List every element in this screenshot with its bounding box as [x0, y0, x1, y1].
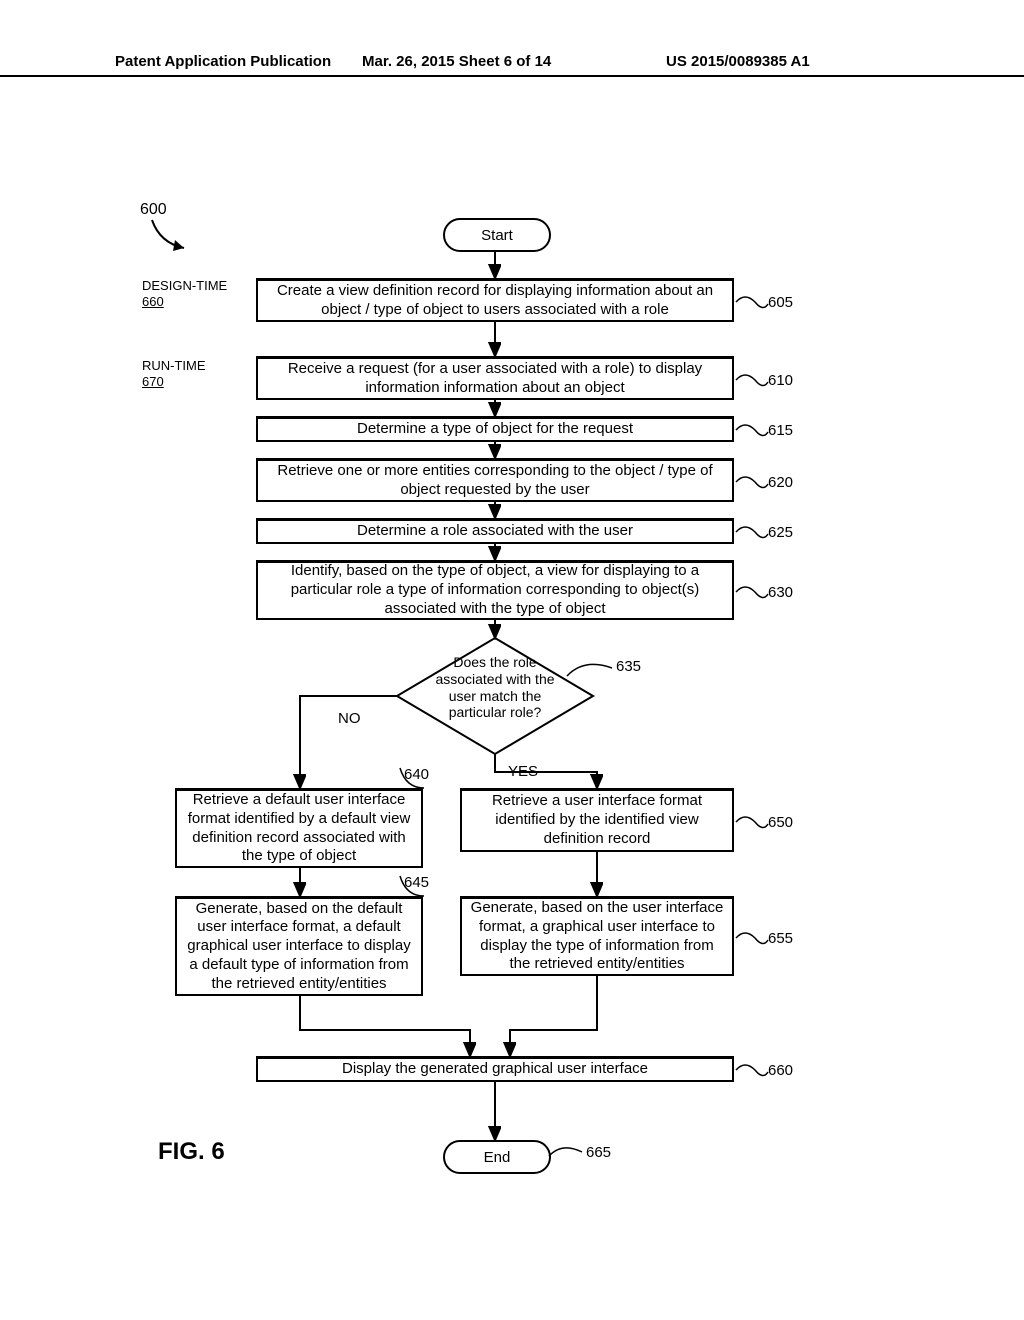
arrows-layer: [0, 0, 1024, 1320]
figure-caption: FIG. 6: [158, 1138, 225, 1166]
flowchart: 600 Start DESIGN-TIME 660 Create a view …: [0, 0, 1024, 1320]
